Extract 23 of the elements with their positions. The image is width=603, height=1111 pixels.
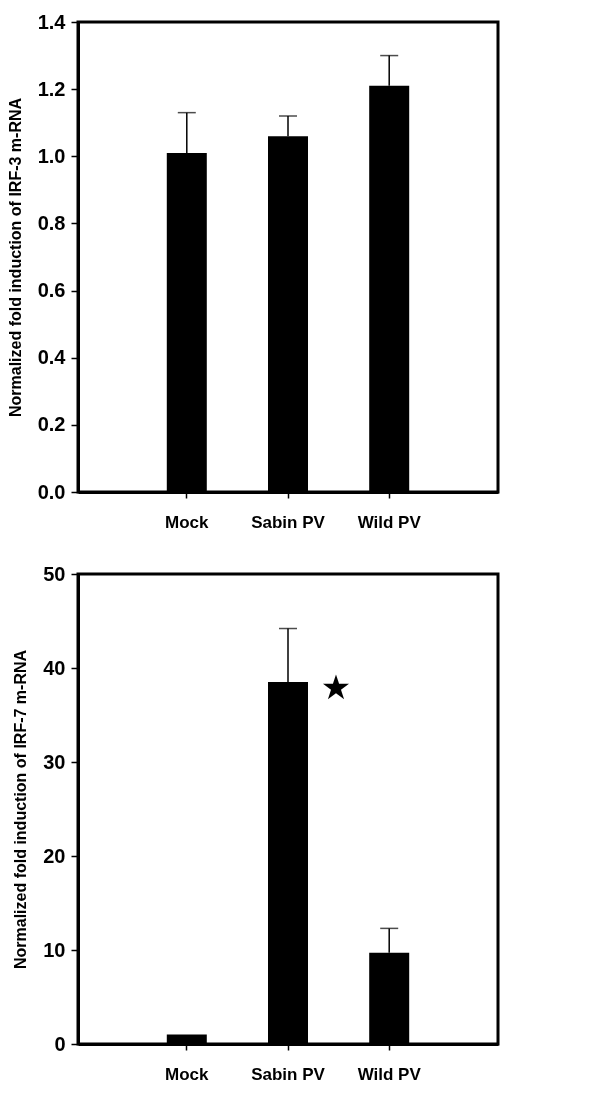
y-tick-label: 1.0 (37, 144, 66, 167)
y-tick-label: 1.2 (37, 77, 66, 100)
y-tick-label: 0.4 (37, 346, 67, 369)
y-tick-label: 10 (43, 938, 66, 961)
x-tick-label: Wild PV (357, 512, 422, 532)
y-tick-label: 0.2 (37, 413, 66, 436)
y-tick-label: 40 (43, 656, 66, 679)
annotation: ★ (320, 667, 352, 707)
x-tick-label: Mock (165, 1064, 210, 1084)
y-tick-label: 20 (43, 844, 66, 867)
y-tick-label: 50 (43, 562, 66, 585)
x-tick-label: Sabin PV (251, 1064, 326, 1084)
y-tick-label: 1.4 (37, 10, 67, 33)
x-tick-label: Wild PV (357, 1064, 422, 1084)
y-tick-label: 0.6 (37, 279, 66, 302)
y-tick-label: 0.8 (37, 211, 66, 234)
y-axis-title: Normalized fold induction of IRF-3 m-RNA (6, 97, 24, 418)
x-tick-label: Mock (165, 512, 210, 532)
y-tick-label: 30 (43, 750, 66, 773)
x-tick-label: Sabin PV (251, 512, 326, 532)
y-tick-label: 0.0 (37, 480, 66, 503)
y-tick-label: 0 (54, 1032, 66, 1055)
y-axis-title: Normalized fold induction of IRF-7 m-RNA (12, 649, 30, 970)
